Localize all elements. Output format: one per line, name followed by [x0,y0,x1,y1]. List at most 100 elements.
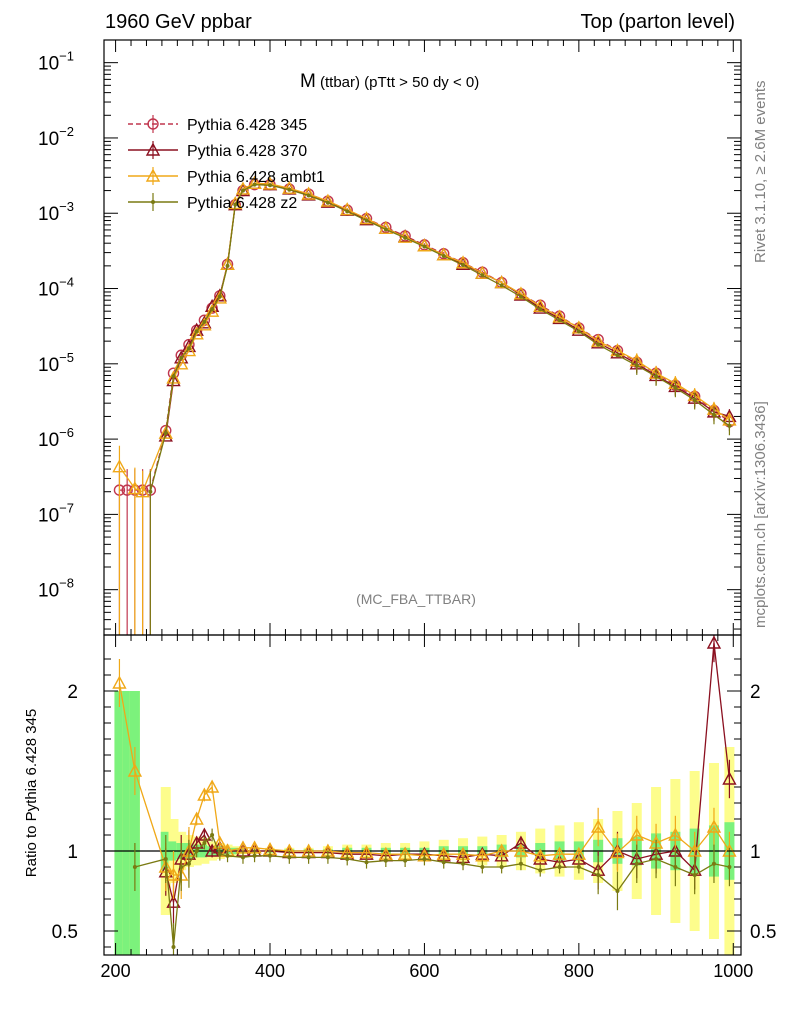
band-green [129,691,140,955]
data-point-p370 [235,183,251,197]
ratio-point-p370 [706,635,722,649]
series-line-p345 [119,183,730,491]
data-point-z2 [538,307,543,312]
data-point-z2 [345,209,350,214]
ratio-point-z2 [132,865,137,869]
data-point-z2 [233,202,238,207]
ratio-y-tick-label: 1 [67,842,78,863]
ratio-y-tick-label: 0.5 [52,922,78,943]
data-point-z2 [673,385,678,390]
data-point-ambt1 [166,370,181,384]
data-point-z2 [499,283,504,288]
ratio-point-ambt1 [204,779,220,793]
ratio-point-ambt1 [706,819,722,833]
ratio-point-z2 [252,853,257,858]
data-point-z2 [383,227,388,232]
process-label: Top (parton level) [580,11,735,33]
ratio-point-z2 [210,833,215,837]
data-point-z2 [403,235,408,240]
data-point-ambt1 [513,286,529,300]
ratio-point-z2 [596,873,601,877]
main-panel-series [112,175,737,635]
data-point-z2 [441,254,446,259]
ratio-point-z2 [268,853,273,858]
data-point-z2 [252,182,257,187]
y-tick-label: 10−8 [38,576,74,602]
ratio-point-z2 [287,855,292,860]
ratio-point-z2 [634,861,639,866]
data-point-z2 [518,294,523,299]
y-tick-label: 10−3 [38,199,74,225]
ratio-y-axis-label: Ratio to Pythia 6.428 345 [23,709,40,877]
data-point-z2 [364,218,369,223]
data-point-z2 [225,263,230,268]
ratio-point-z2 [518,861,523,866]
data-point-ambt1 [135,484,150,498]
legend-label-p345: Pythia 6.428 345 [187,117,307,134]
y-tick-label: 10−6 [38,425,74,451]
legend-marker-ambt1 [145,168,161,182]
ratio-y-tick-label-right: 0.5 [750,922,776,943]
data-point-z2 [422,244,427,249]
y-tick-label: 10−7 [38,500,74,526]
ratio-point-ambt1 [552,846,567,860]
data-point-ambt1 [247,175,262,189]
ratio-point-z2 [441,860,446,865]
ratio-point-ambt1 [571,846,587,860]
ratio-point-ambt1 [629,827,644,841]
ratio-y-tick-label: 2 [67,682,78,703]
ratio-point-z2 [217,852,222,857]
data-point-z2 [287,187,292,192]
data-point-ambt1 [127,481,143,495]
y-tick-label: 10−2 [38,124,74,150]
ratio-point-ambt1 [610,845,625,859]
ratio-point-p370 [166,894,181,908]
ratio-point-z2 [240,855,245,860]
data-point-z2 [461,263,466,268]
ratio-point-p370 [722,771,737,785]
legend-marker-p345 [147,118,159,130]
ratio-y-tick-label-right: 1 [750,842,761,863]
ratio-point-z2 [557,865,562,869]
plot-title-main: M [300,71,316,92]
ratio-point-ambt1 [494,843,509,857]
data-point-p370 [166,373,181,387]
plot-axes: 200 400 600 800 1000 10−8 10−7 10−6 10−5 10−4 10−3… [38,39,776,981]
y-tick-label: 10−4 [38,275,74,301]
plot-title-sub: (ttbar) (pTtt > 50 dy < 0) [320,74,479,91]
data-point-z2 [654,374,659,379]
data-point-ambt1 [533,298,548,313]
ratio-point-ambt1 [112,675,127,689]
mcplots-credit-label: mcplots.cern.ch [arXiv:1306.3436] [752,401,769,628]
ratio-point-ambt1 [533,848,548,862]
band-green [114,691,125,955]
y-tick-label: 10−1 [38,49,74,75]
series-line-p370 [165,182,730,437]
data-point-ambt1 [197,317,212,331]
ratio-point-z2 [711,861,716,866]
data-point-z2 [692,398,697,403]
ratio-point-z2 [163,857,168,861]
data-point-z2 [615,353,620,358]
data-point-z2 [163,431,168,436]
ratio-point-ambt1 [513,843,529,857]
ratio-point-z2 [345,857,350,861]
ratio-point-z2 [615,889,620,893]
data-point-z2 [480,273,485,278]
ratio-uncertainty-bands [114,691,735,955]
data-point-p345 [121,484,133,496]
data-point-ambt1 [220,256,235,270]
data-point-p370 [158,428,173,442]
data-point-z2 [186,346,191,351]
data-point-z2 [306,193,311,198]
data-point-z2 [217,294,222,299]
data-point-z2 [596,342,601,347]
ratio-point-ambt1 [189,811,204,825]
data-point-ambt1 [359,211,374,225]
legend-marker-z2 [151,200,155,204]
data-point-ambt1 [204,303,220,317]
analysis-watermark: (MC_FBA_TTBAR) [356,591,476,607]
ratio-point-z2 [383,858,388,863]
x-tick-label: 400 [255,961,285,981]
ratio-point-z2 [422,857,427,861]
